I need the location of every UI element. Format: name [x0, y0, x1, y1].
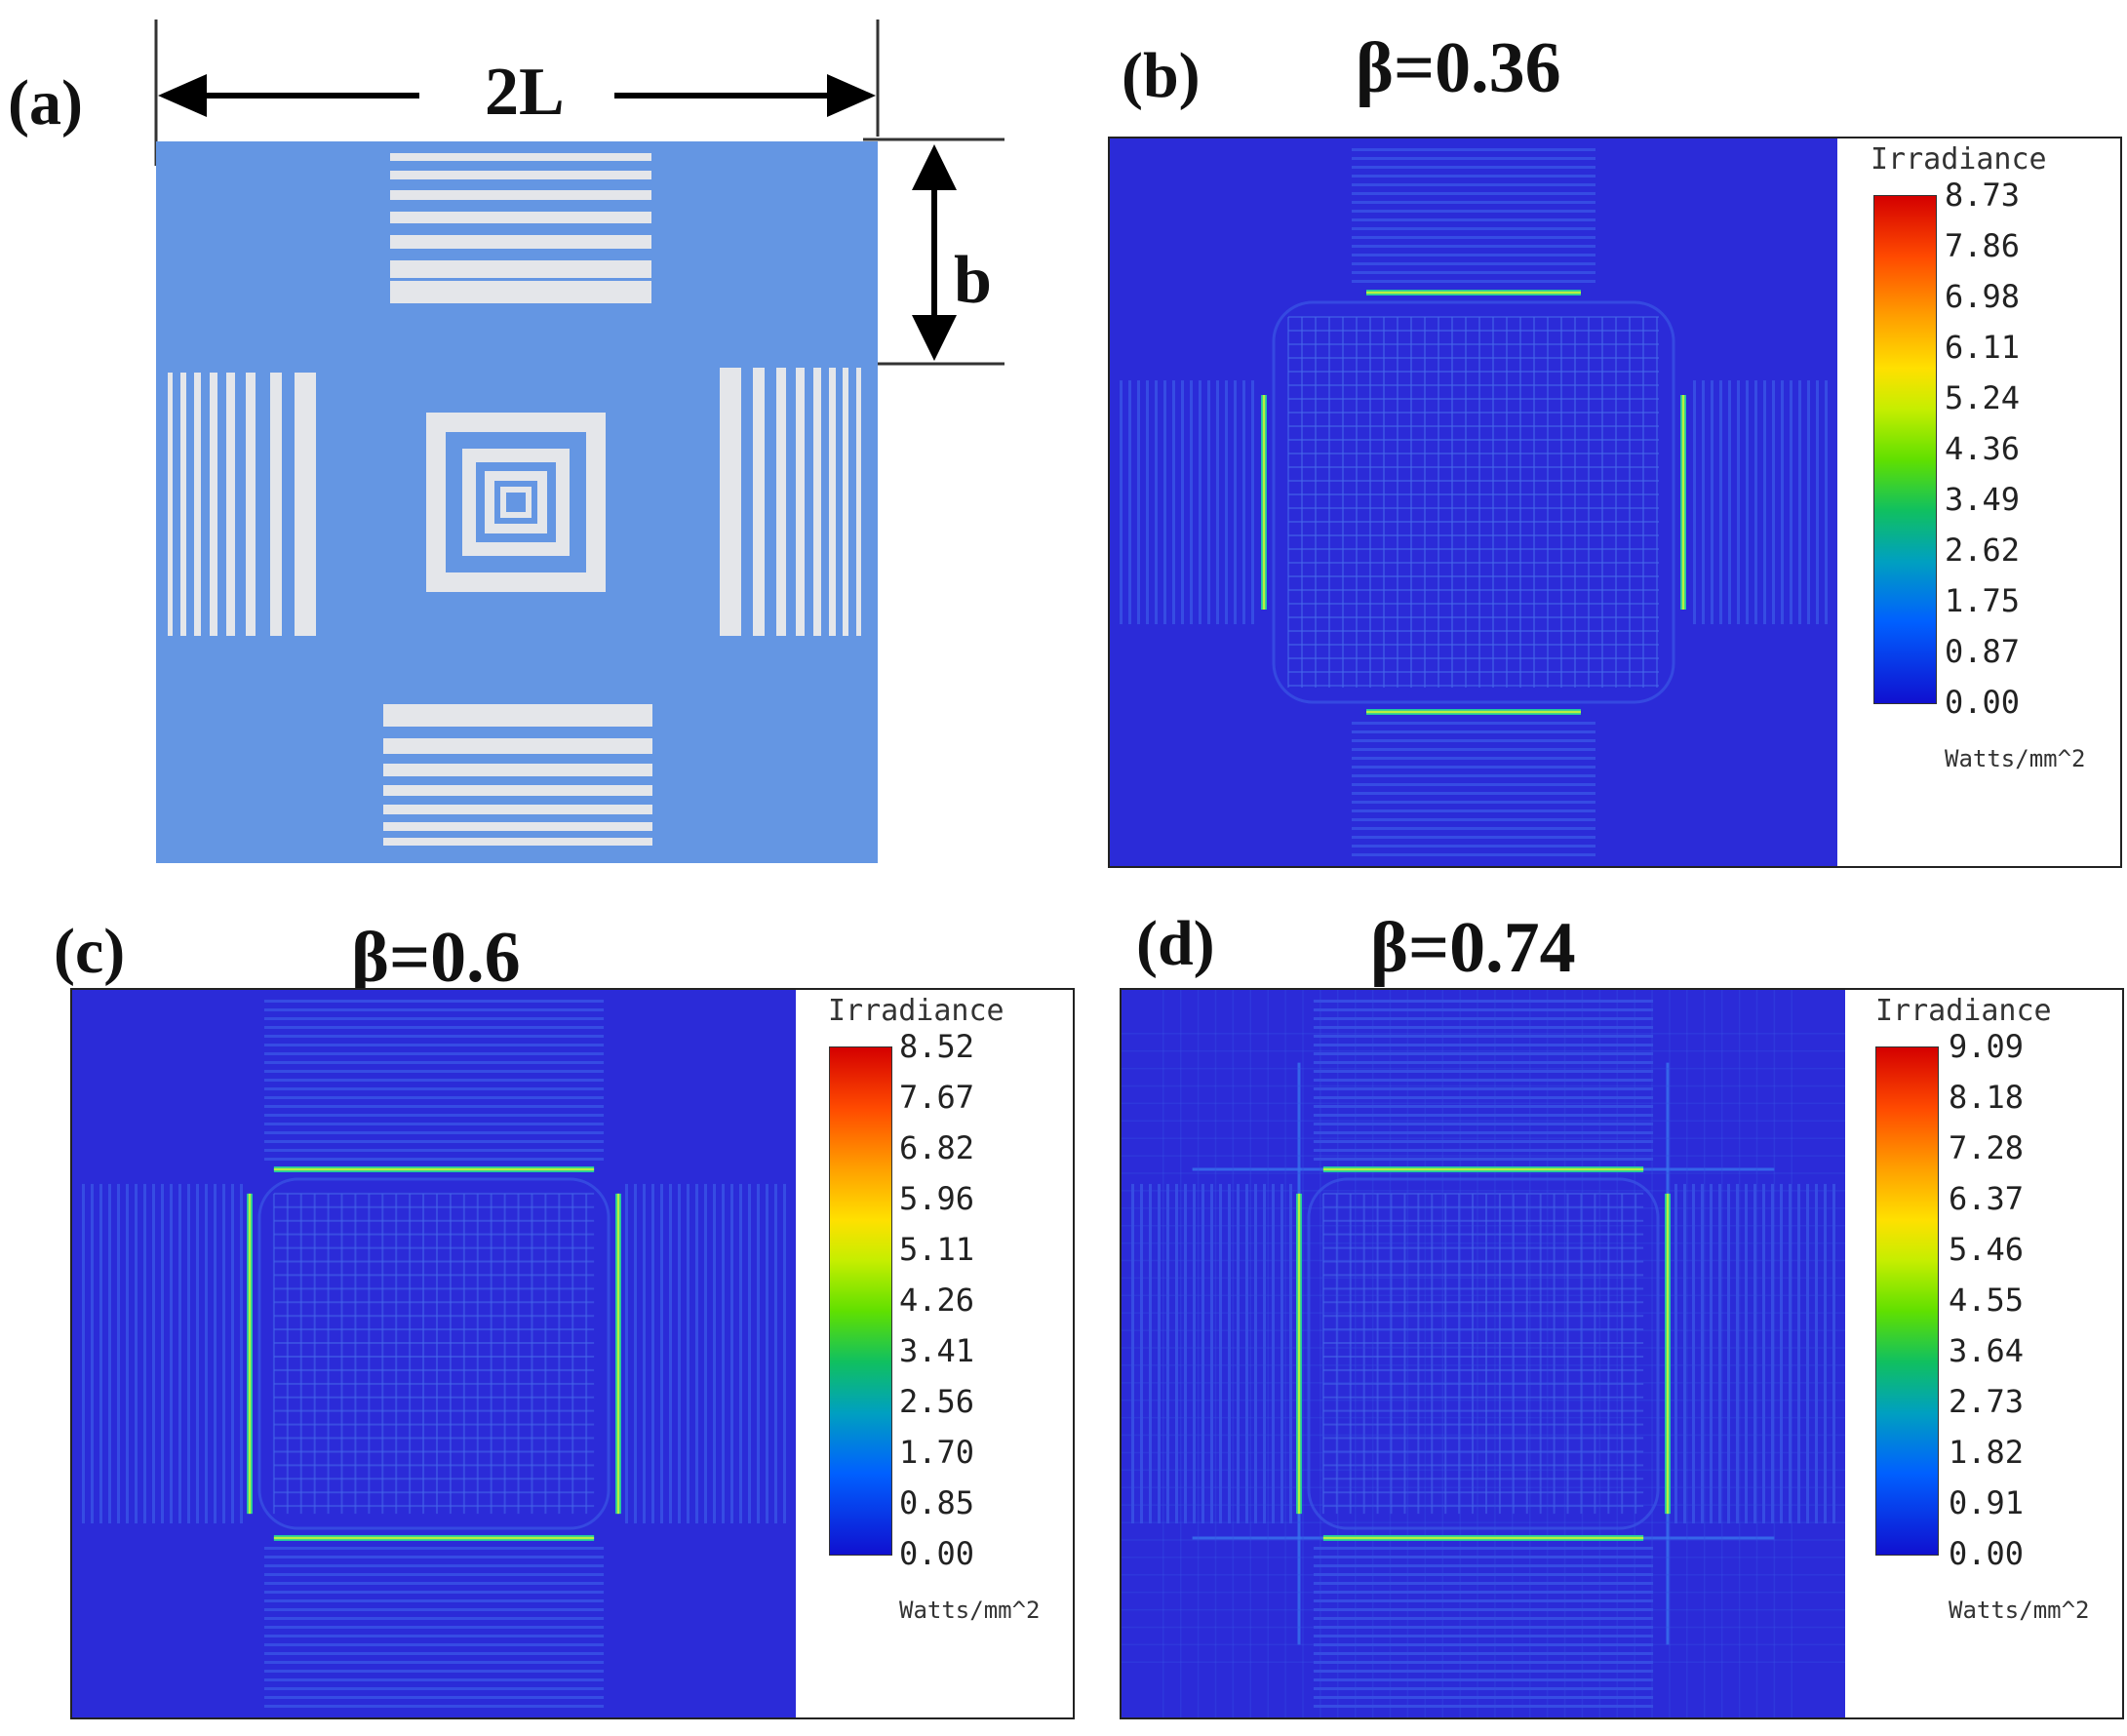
- colorbar-tick-label: 3.41: [899, 1332, 975, 1369]
- colorbar-tick-label: 4.55: [1949, 1282, 2025, 1319]
- colorbar-tick-label: 8.18: [1949, 1079, 2025, 1116]
- colorbar-tick-label: 7.28: [1949, 1129, 2025, 1166]
- panel-a-label: (a): [8, 67, 83, 138]
- arrow-left-head: [158, 74, 207, 117]
- panel-d-colorbar-ticks: 9.09 8.18 7.28 6.37 5.46 4.55 3.64 2.73 1.82 0.91…: [1949, 1031, 2066, 1569]
- colorbar-tick-label: 0.85: [899, 1484, 975, 1521]
- panel-b-colorbar-title: Irradiance: [1871, 142, 2047, 177]
- colorbar-tick-label: 5.96: [899, 1180, 975, 1217]
- panel-b-unit: Watts/mm^2: [1945, 745, 2086, 772]
- colorbar-tick-label: 2.73: [1949, 1383, 2025, 1420]
- panel-b-irradiance-map: [1110, 138, 1837, 866]
- panel-d-colorbar-title: Irradiance: [1875, 994, 2052, 1028]
- colorbar-tick-label: 6.37: [1949, 1180, 2025, 1217]
- panel-b-colorbar: [1873, 195, 1937, 704]
- colorbar-tick-label: 3.64: [1949, 1332, 2025, 1369]
- panel-d-beta: β=0.74: [1370, 908, 1576, 988]
- panel-d-label: (d): [1136, 908, 1215, 979]
- colorbar-tick-label: 0.87: [1945, 633, 2021, 670]
- colorbar-tick-label: 7.67: [899, 1079, 975, 1116]
- arrow-right-head: [827, 74, 876, 117]
- panel-d-unit: Watts/mm^2: [1949, 1597, 2090, 1624]
- colorbar-tick-label: 9.09: [1949, 1028, 2025, 1065]
- colorbar-tick-label: 0.00: [1945, 684, 2021, 721]
- colorbar-tick-label: 2.56: [899, 1383, 975, 1420]
- panel-d-frame: Irradiance 9.09 8.18 7.28 6.37 5.46 4.55 3.64 2…: [1120, 988, 2124, 1719]
- dimension-2L-label: 2L: [485, 55, 565, 130]
- colorbar-tick-label: 1.82: [1949, 1434, 2025, 1471]
- colorbar-tick-label: 0.00: [899, 1535, 975, 1572]
- panel-c-colorbar-title: Irradiance: [828, 994, 1004, 1028]
- colorbar-tick-label: 5.24: [1945, 379, 2021, 416]
- mask-pattern: [156, 141, 878, 863]
- left-bar-group: [168, 373, 316, 636]
- right-bar-group: [720, 368, 861, 636]
- top-bar-group: [390, 153, 651, 303]
- panel-a-dimension-arrows: [154, 20, 1004, 366]
- colorbar-tick-label: 2.62: [1945, 532, 2021, 569]
- colorbar-tick-label: 1.75: [1945, 582, 2021, 619]
- irradiance-pattern: [1110, 138, 1837, 866]
- colorbar-tick-label: 8.52: [899, 1028, 975, 1065]
- panel-c-unit: Watts/mm^2: [899, 1597, 1041, 1624]
- colorbar-tick-label: 4.26: [899, 1282, 975, 1319]
- panel-c-colorbar: [829, 1046, 892, 1556]
- panel-c-colorbar-ticks: 8.52 7.67 6.82 5.96 5.11 4.26 3.41 2.56 1.70 0.85…: [899, 1031, 1016, 1569]
- panel-c-irradiance-map: [72, 990, 796, 1717]
- irradiance-pattern: [1122, 990, 1845, 1717]
- colorbar-tick-label: 5.46: [1949, 1231, 2025, 1268]
- colorbar-tick-label: 6.98: [1945, 278, 2021, 315]
- panel-b-beta: β=0.36: [1356, 28, 1561, 108]
- panel-d-colorbar: [1875, 1046, 1939, 1556]
- panel-c-label: (c): [54, 916, 126, 987]
- colorbar-tick-label: 3.49: [1945, 481, 2021, 518]
- dimension-b-label: b: [954, 243, 992, 318]
- panel-d-irradiance-map: [1122, 990, 1845, 1717]
- center-nested-squares: [426, 413, 606, 592]
- colorbar-tick-label: 5.11: [899, 1231, 975, 1268]
- arrow-up-head: [912, 144, 957, 190]
- colorbar-tick-label: 6.82: [899, 1129, 975, 1166]
- irradiance-pattern: [72, 990, 796, 1717]
- colorbar-tick-label: 8.73: [1945, 177, 2021, 214]
- panel-b-colorbar-ticks: 8.73 7.86 6.98 6.11 5.24 4.36 3.49 2.62 1.75 0.87…: [1945, 179, 2062, 718]
- colorbar-tick-label: 0.00: [1949, 1535, 2025, 1572]
- panel-b-frame: Irradiance 8.73 7.86 6.98 6.11 5.24 4.36 3.49 2…: [1108, 137, 2122, 868]
- colorbar-tick-label: 4.36: [1945, 430, 2021, 467]
- panel-c-frame: Irradiance 8.52 7.67 6.82 5.96 5.11 4.26 3.41 2…: [70, 988, 1075, 1719]
- bottom-bar-group: [383, 704, 652, 846]
- panel-c-beta: β=0.6: [351, 918, 521, 998]
- panel-b-label: (b): [1122, 40, 1201, 111]
- colorbar-tick-label: 6.11: [1945, 329, 2021, 366]
- colorbar-tick-label: 0.91: [1949, 1484, 2025, 1521]
- colorbar-tick-label: 7.86: [1945, 227, 2021, 264]
- arrow-down-head: [912, 315, 957, 361]
- colorbar-tick-label: 1.70: [899, 1434, 975, 1471]
